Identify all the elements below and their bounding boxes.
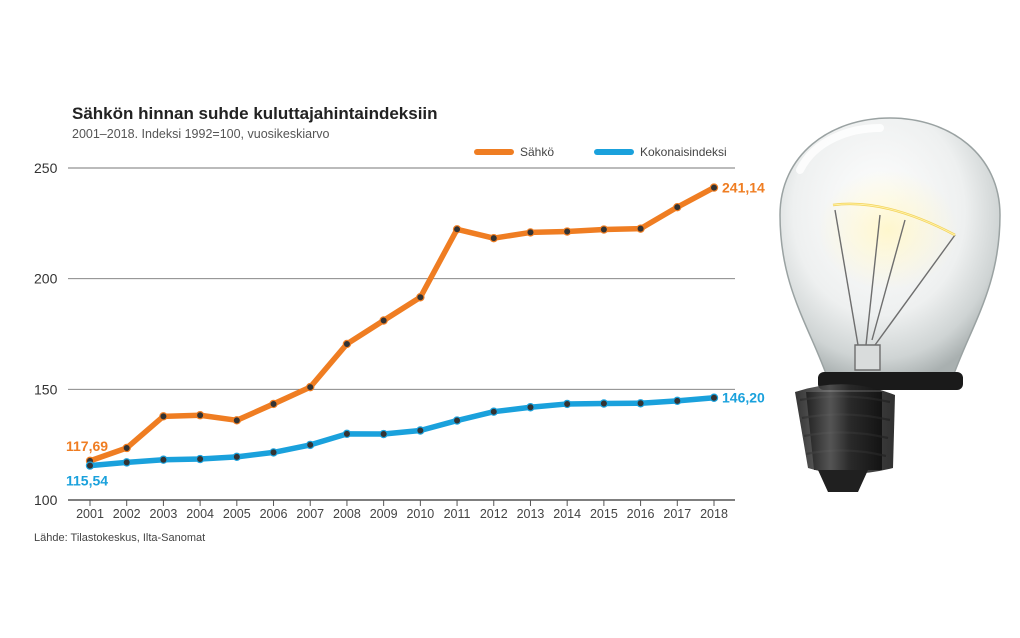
- data-point: [673, 396, 682, 406]
- x-tick-label: 2017: [663, 507, 691, 521]
- source-note: Lähde: Tilastokeskus, Ilta-Sanomat: [34, 532, 205, 544]
- data-point: [232, 452, 242, 462]
- x-tick-label: 2008: [333, 507, 361, 521]
- data-point: [379, 316, 388, 325]
- legend: Sähkö Kokonaisindeksi: [474, 145, 727, 159]
- legend-label: Sähkö: [520, 145, 554, 159]
- data-point: [306, 382, 315, 392]
- series-line-1: [87, 184, 717, 464]
- data-point: [159, 412, 168, 421]
- gridlines: [68, 167, 735, 501]
- x-tick-label: 2001: [76, 507, 104, 521]
- data-point: [85, 461, 95, 470]
- data-point: [342, 339, 352, 349]
- x-tick-label: 2013: [517, 507, 545, 521]
- chart-subtitle: 2001–2018. Indeksi 1992=100, vuosikeskia…: [72, 127, 330, 141]
- x-tick-label: 2014: [553, 507, 581, 521]
- data-point: [636, 224, 645, 233]
- data-point: [306, 440, 315, 450]
- x-tick-label: 2009: [370, 507, 398, 521]
- x-tick-label: 2002: [113, 507, 141, 521]
- data-point: [122, 458, 131, 467]
- data-point: [526, 403, 535, 412]
- start-value-label: 115,54: [66, 473, 108, 489]
- data-point: [636, 399, 645, 408]
- y-tick-label: 250: [34, 160, 58, 176]
- x-tick-label: 2011: [444, 507, 471, 521]
- data-point: [269, 448, 278, 457]
- data-point: [526, 228, 535, 237]
- data-point: [122, 443, 131, 453]
- data-point: [416, 293, 425, 302]
- light-bulb-icon: [779, 117, 1001, 492]
- data-point: [269, 399, 278, 409]
- data-point: [195, 411, 205, 420]
- y-axis: 100 150 200 250: [34, 160, 58, 508]
- start-value-label: 117,69: [66, 438, 108, 454]
- data-point: [159, 455, 168, 464]
- data-point: [342, 429, 352, 439]
- data-point: [599, 399, 609, 408]
- data-point: [709, 393, 719, 402]
- y-tick-label: 200: [34, 271, 58, 287]
- legend-label: Kokonaisindeksi: [640, 145, 727, 159]
- data-point: [673, 202, 682, 212]
- x-tick-label: 2016: [627, 507, 655, 521]
- x-tick-label: 2018: [700, 507, 728, 521]
- x-tick-label: 2005: [223, 507, 251, 521]
- y-tick-label: 100: [34, 492, 58, 508]
- data-point: [489, 407, 498, 416]
- x-tick-label: 2003: [150, 507, 178, 521]
- data-point: [232, 416, 242, 425]
- x-axis: 2001 2002 2003 2004 2005 2006 2007 2008 2009 2010…: [76, 500, 728, 521]
- y-tick-label: 150: [34, 381, 58, 397]
- series-line-2: [87, 394, 717, 469]
- x-tick-label: 2006: [260, 507, 288, 521]
- data-point: [452, 225, 462, 234]
- data-point: [562, 227, 572, 236]
- data-point: [195, 454, 205, 464]
- x-tick-label: 2010: [406, 507, 434, 521]
- data-point: [599, 225, 609, 234]
- chart-title: Sähkön hinnan suhde kuluttajahintaindeks…: [72, 104, 438, 123]
- plot-area: [85, 183, 719, 470]
- data-point: [379, 429, 388, 439]
- data-point: [489, 233, 498, 243]
- end-value-label: 146,20: [722, 390, 765, 406]
- x-tick-label: 2004: [186, 507, 214, 521]
- x-tick-label: 2012: [480, 507, 508, 521]
- data-point: [709, 183, 719, 192]
- x-tick-label: 2015: [590, 507, 618, 521]
- data-point: [562, 399, 572, 409]
- end-value-label: 241,14: [722, 180, 765, 196]
- data-point: [416, 426, 425, 435]
- data-labels: 117,69 241,14 115,54 146,20: [66, 180, 765, 489]
- data-point: [452, 416, 462, 425]
- x-tick-label: 2007: [296, 507, 324, 521]
